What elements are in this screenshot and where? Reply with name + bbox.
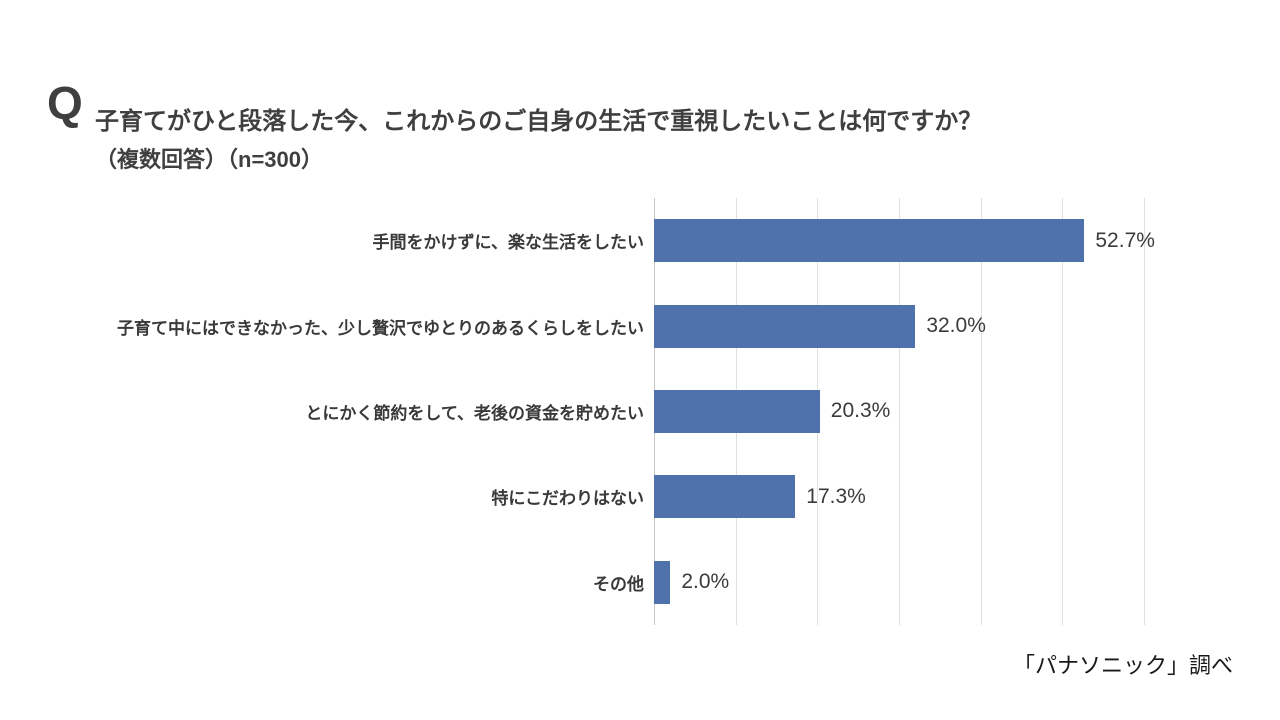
- value-label: 17.3%: [806, 484, 866, 508]
- bar-row: 特にこだわりはない 17.3%: [0, 454, 1280, 539]
- bar-row: 子育て中にはできなかった、少し贅沢でゆとりのあるくらしをしたい 32.0%: [0, 283, 1280, 368]
- category-label: 手間をかけずに、楽な生活をしたい: [372, 233, 645, 253]
- gridline: [899, 198, 900, 625]
- category-label: その他: [593, 574, 644, 594]
- bar-chart: 手間をかけずに、楽な生活をしたい 52.7% 子育て中にはできなかった、少し贅沢でゆ…: [0, 198, 1280, 625]
- bar-row: その他 2.0%: [0, 540, 1280, 625]
- value-label: 2.0%: [681, 570, 730, 594]
- gridline: [980, 198, 982, 625]
- chart-title-line2: （複数回答）（n=300）: [95, 147, 323, 172]
- bar: [654, 304, 916, 348]
- category-label: 子育て中にはできなかった、少し贅沢でゆとりのあるくらしをしたい: [117, 318, 644, 338]
- bar: [654, 475, 796, 519]
- bar: [654, 219, 1085, 263]
- source-attribution: 「パナソニック」調べ: [1012, 653, 1233, 678]
- bar: [654, 389, 820, 433]
- category-label: 特にこだわりはない: [491, 489, 644, 509]
- question-mark-label: Q: [47, 77, 83, 129]
- value-label: 32.0%: [926, 314, 986, 338]
- value-label: 20.3%: [830, 399, 891, 423]
- chart-title-line1: 子育てがひと段落した今、これからのご自身の生活で重視したいことは何ですか？: [95, 108, 983, 135]
- gridline: [1062, 198, 1064, 625]
- bar-row: 手間をかけずに、楽な生活をしたい 52.7%: [0, 198, 1280, 283]
- bar: [654, 560, 671, 604]
- category-label: とにかく節約をして、老後の資金を貯めたい: [305, 403, 644, 423]
- gridline: [1144, 198, 1145, 625]
- value-label: 52.7%: [1095, 228, 1155, 252]
- bar-row: とにかく節約をして、老後の資金を貯めたい 20.3%: [0, 369, 1280, 454]
